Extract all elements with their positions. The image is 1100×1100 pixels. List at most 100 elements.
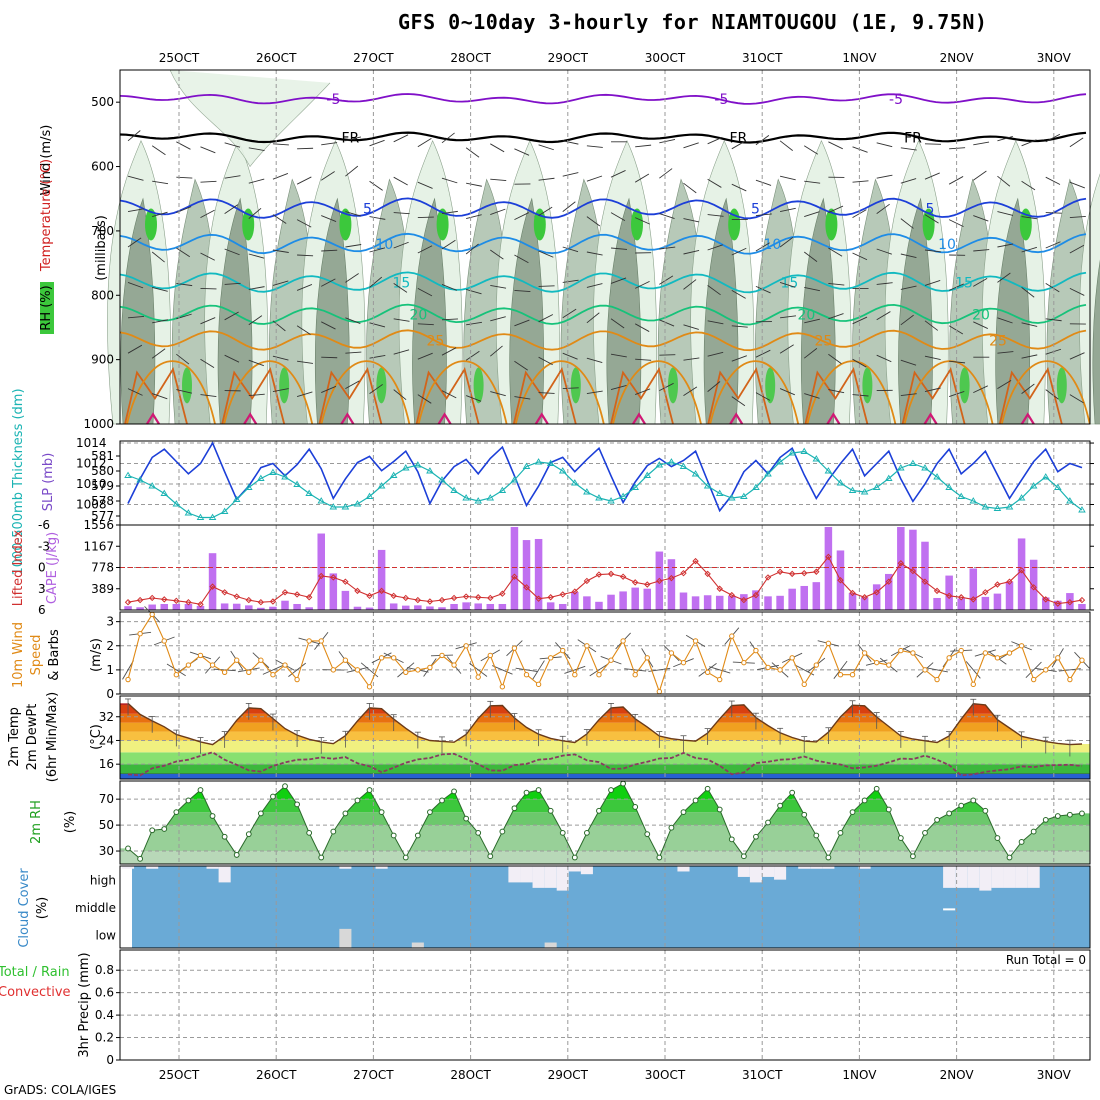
wind-speed-point xyxy=(415,667,421,673)
wind-barb xyxy=(755,349,771,358)
wind-barb xyxy=(152,393,168,400)
wind-barb xyxy=(345,244,362,248)
lifted-index-point xyxy=(148,594,156,602)
thickness-point xyxy=(957,492,966,499)
wind-barb xyxy=(900,147,917,151)
wind-barb xyxy=(828,389,845,394)
wind-barb xyxy=(828,282,845,286)
wind-speed-point xyxy=(910,650,916,656)
lifted-index-point xyxy=(438,596,446,604)
rh-point xyxy=(245,831,252,838)
rh-point xyxy=(704,785,711,792)
surface-wind-barb xyxy=(926,667,948,673)
wind-barb xyxy=(224,311,239,321)
temp-tick-label: 32 xyxy=(99,710,114,724)
wind-barb xyxy=(538,144,554,151)
wind-speed-point xyxy=(1055,655,1061,661)
rh-point xyxy=(197,787,204,793)
thickness-point xyxy=(1029,482,1038,489)
thickness-point xyxy=(740,492,748,499)
wind-barb xyxy=(514,212,530,221)
wind-speed-point xyxy=(499,684,506,690)
wind-barb xyxy=(127,237,142,248)
wind-speed-point xyxy=(342,657,349,663)
temp-label-2: 2m DewPt xyxy=(25,704,40,771)
isotherm-label: 20 xyxy=(972,308,990,324)
rh-point xyxy=(632,804,639,810)
isotherm-label: 5 xyxy=(363,201,372,217)
wind-speed-point xyxy=(378,655,385,661)
rh-point xyxy=(765,819,771,826)
thickness-point xyxy=(643,471,652,478)
rh-point xyxy=(813,832,820,839)
wind-barb xyxy=(997,211,1014,216)
wind-speed-point xyxy=(777,667,783,673)
wind-barb xyxy=(489,345,503,357)
wind-barb xyxy=(441,390,457,399)
wind-speed-point xyxy=(608,657,614,663)
wind-speed-point xyxy=(898,647,904,654)
lifted-index-point xyxy=(342,578,349,585)
wind-barb xyxy=(272,249,289,253)
panel-frame xyxy=(119,611,1091,695)
wind-barb xyxy=(900,393,917,397)
rh-point xyxy=(885,806,892,813)
pressure-tick-label: 900 xyxy=(91,353,114,367)
date-label-bottom: 3NOV xyxy=(1037,1068,1072,1082)
cape-bar xyxy=(438,607,446,610)
wind-barb xyxy=(127,344,143,354)
thickness-point xyxy=(558,467,567,474)
wind-barb xyxy=(441,177,458,184)
cape-bar xyxy=(643,588,652,610)
wind-speed-point xyxy=(354,667,361,673)
isotherm-label: 25 xyxy=(426,333,444,349)
wind-barb xyxy=(731,396,746,407)
rh-point xyxy=(571,854,578,861)
rh2m-unit-label: (%) xyxy=(63,811,78,834)
thickness-point xyxy=(897,464,905,471)
thickness-point xyxy=(546,459,555,466)
wind-barb xyxy=(924,387,941,393)
rh-point xyxy=(161,826,168,832)
rh-band xyxy=(120,812,1090,826)
wind-barb xyxy=(321,356,338,359)
rh-point xyxy=(1018,839,1025,845)
lifted-index-point xyxy=(692,557,699,565)
isotherm-line xyxy=(119,303,1087,326)
surface-wind-barb xyxy=(288,662,307,678)
wind-barb xyxy=(707,285,721,296)
cloud-gap-high xyxy=(1027,866,1040,888)
surface-wind-barb xyxy=(166,663,186,677)
cape-bar xyxy=(824,527,833,610)
cloud-low-extra xyxy=(544,942,557,948)
wind-barb xyxy=(924,214,939,224)
thickness-tick-label: 581 xyxy=(91,449,114,463)
wind-barb xyxy=(320,171,335,181)
cape-bar xyxy=(848,593,857,610)
wind-speed-point xyxy=(934,676,940,683)
wind-barb xyxy=(321,215,337,223)
date-label-top: 29OCT xyxy=(548,51,589,65)
lifted-index-point xyxy=(475,594,482,601)
wind-barb xyxy=(441,239,456,250)
wind-barb xyxy=(707,320,724,325)
isotherm-25-dip xyxy=(903,360,994,425)
lifted-index-point xyxy=(559,591,566,598)
wind-barb xyxy=(997,379,1012,389)
rh-point xyxy=(354,797,361,804)
isotherm-label: 20 xyxy=(409,308,427,324)
isotherm-label: 25 xyxy=(814,333,832,349)
thickness-point xyxy=(196,513,205,520)
isotherm-line xyxy=(119,329,1087,352)
rh-point xyxy=(270,793,276,800)
thickness-point xyxy=(1054,483,1062,490)
wind-barb xyxy=(441,283,457,291)
lifted-index-point xyxy=(535,595,542,602)
dewpoint-line xyxy=(127,751,1083,777)
wind-barb xyxy=(755,392,771,401)
cape-bar xyxy=(1017,538,1026,610)
wind-speed-point xyxy=(246,669,252,675)
wind-barb xyxy=(1069,137,1084,148)
wind-speed-point xyxy=(717,676,723,683)
cloud-level-label: high xyxy=(90,874,116,888)
